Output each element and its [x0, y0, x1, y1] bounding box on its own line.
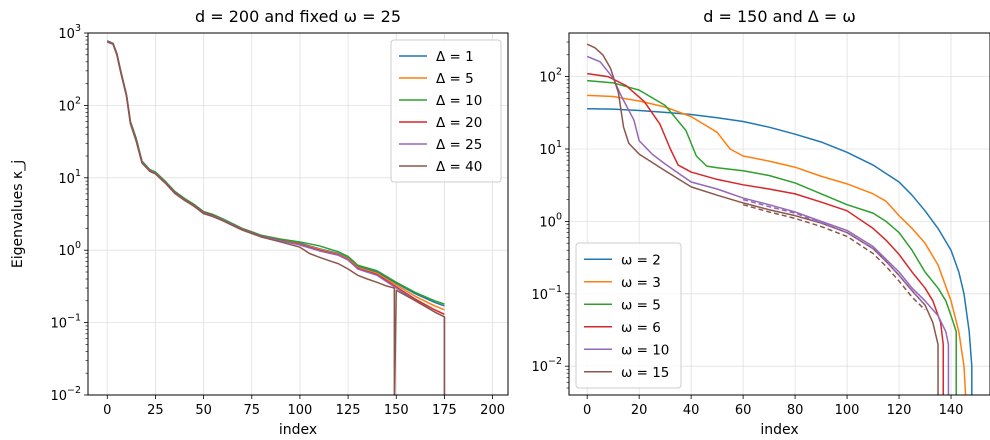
axes-frame: [87, 32, 509, 396]
x-tick-label: 75: [243, 403, 260, 418]
x-tick-label: 175: [432, 403, 457, 418]
y-tick-label: 103: [58, 23, 81, 42]
x-tick-label: 50: [195, 403, 212, 418]
x-tick-label: 0: [583, 403, 591, 418]
y-axis-ticks: 10−2 10−1 100 101 102: [531, 67, 569, 375]
y-tick-label: 10−1: [531, 284, 562, 303]
x-tick-label: 125: [336, 403, 361, 418]
legend-entry: ω = 5: [621, 297, 661, 313]
x-axis-label: index: [760, 422, 798, 438]
legend-box: [575, 242, 682, 389]
legend-entry: ω = 6: [621, 320, 661, 336]
y-tick-label: 101: [539, 139, 562, 158]
chart-panel-1: 0 25 50 75 100 125 150 175 20010−210−11001011021…: [10, 7, 509, 438]
y-tick-label: 102: [539, 67, 562, 86]
y-tick-label: 102: [58, 95, 81, 114]
x-tick-label: 100: [835, 403, 860, 418]
x-tick-label: 25: [147, 403, 164, 418]
legend-entry: Δ = 40: [436, 159, 482, 175]
chart-panel-2: 0 20 40 60 80 100 120 140 10−2 10−1 100 101 102 d = 1…: [531, 7, 990, 438]
y-axis-ticks: 10−2 10−1 100 101 102 103: [50, 23, 88, 404]
y-tick-label: 10−2: [531, 356, 562, 375]
series-line-7: [742, 198, 926, 306]
legend-entry: Δ = 5: [436, 71, 474, 87]
series-line-1: [587, 107, 973, 395]
y-tick-label: 10−2: [50, 385, 81, 404]
chart-title: d = 200 and fixed ω = 25: [195, 7, 401, 26]
series-lines: [106, 40, 446, 395]
x-tick-label: 140: [939, 403, 964, 418]
x-tick-label: 200: [480, 403, 505, 418]
legend-entry: Δ = 25: [436, 137, 482, 153]
legend-entry: ω = 2: [621, 252, 661, 268]
x-tick-label: 120: [887, 403, 912, 418]
y-tick-label: 100: [58, 240, 81, 259]
series-line-8: [742, 203, 926, 311]
legend-box: [390, 39, 502, 183]
series-line-4: [587, 72, 944, 395]
series-line-6: [107, 41, 446, 395]
axes-frame: [568, 32, 990, 396]
x-axis-label: index: [279, 422, 317, 438]
legend-entry: ω = 3: [621, 275, 661, 291]
x-tick-label: 150: [384, 403, 409, 418]
legend-entry: ω = 15: [621, 365, 669, 381]
series-lines: [586, 43, 973, 395]
legend-entry: Δ = 1: [436, 49, 474, 65]
legend: ω = 2 ω = 3 ω = 5 ω = 6 ω = 10 ω = 15: [575, 242, 682, 389]
legend-entry: ω = 10: [621, 342, 669, 358]
x-tick-label: 60: [735, 403, 752, 418]
x-axis-ticks: 0 20 40 60 80 100 120 140: [583, 395, 963, 418]
series-line-3: [587, 79, 957, 395]
series-line-2: [587, 94, 967, 395]
legend-entry: Δ = 10: [436, 93, 482, 109]
y-tick-label: 10−1: [50, 313, 81, 332]
x-tick-label: 100: [288, 403, 313, 418]
y-tick-label: 100: [539, 211, 562, 230]
x-tick-label: 0: [103, 403, 111, 418]
x-tick-label: 20: [631, 403, 648, 418]
legend-entry: Δ = 20: [436, 115, 482, 131]
series-line-5: [586, 55, 950, 395]
y-tick-label: 101: [58, 168, 81, 187]
y-axis-label: Eigenvalues κ_j: [10, 160, 26, 268]
x-tick-label: 80: [787, 403, 804, 418]
x-axis-ticks: 0 25 50 75 100 125 150 175 200: [103, 395, 505, 418]
legend: Δ = 1 Δ = 5 Δ = 10 Δ = 20 Δ = 25 Δ = 40: [390, 39, 502, 183]
x-tick-label: 40: [683, 403, 700, 418]
chart-title: d = 150 and Δ = ω: [703, 7, 855, 26]
